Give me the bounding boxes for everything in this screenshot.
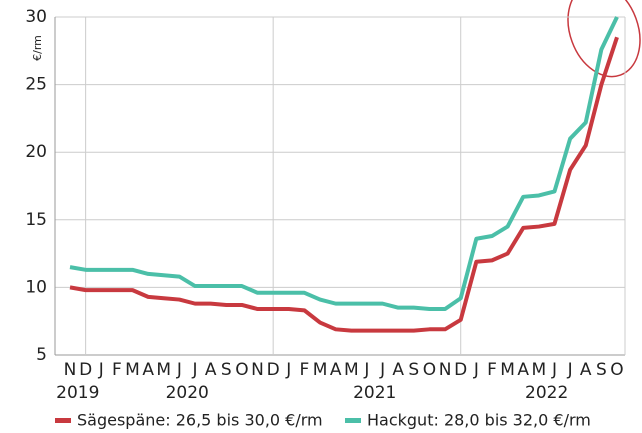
x-tick-label: D — [79, 360, 92, 380]
x-tick-label: A — [517, 360, 529, 380]
y-tick-label: 20 — [25, 142, 47, 162]
x-tick-label: M — [313, 360, 328, 380]
x-tick-label: N — [439, 360, 452, 380]
x-group-label: 2021 — [353, 383, 396, 403]
x-tick-label: M — [344, 360, 359, 380]
legend-swatch — [345, 418, 361, 423]
x-tick-label: O — [610, 360, 623, 380]
y-tick-label: 15 — [25, 210, 47, 230]
x-tick-label: A — [330, 360, 342, 380]
y-tick-label: 30 — [25, 7, 47, 27]
x-tick-label: F — [112, 360, 122, 380]
x-tick-label: N — [251, 360, 264, 380]
x-tick-label: J — [567, 360, 573, 380]
x-group-label: 2022 — [525, 383, 568, 403]
series-line — [69, 36, 619, 333]
x-tick-label: J — [285, 360, 291, 380]
x-group-label: 2019 — [56, 383, 99, 403]
x-tick-label: O — [235, 360, 248, 380]
x-tick-label: S — [596, 360, 607, 380]
x-tick-label: M — [532, 360, 547, 380]
x-group-label: 2020 — [166, 383, 209, 403]
y-tick-label: 10 — [25, 277, 47, 297]
legend-swatch — [55, 418, 71, 423]
annotation-circle — [567, 0, 641, 78]
x-tick-label: N — [64, 360, 77, 380]
y-tick-label: 25 — [25, 75, 47, 95]
x-tick-label: J — [192, 360, 198, 380]
legend-label: Hackgut: 28,0 bis 32,0 €/rm — [367, 411, 591, 430]
x-tick-label: A — [142, 360, 154, 380]
y-tick-label: 5 — [36, 345, 47, 365]
x-tick-label: J — [551, 360, 557, 380]
x-tick-label: D — [454, 360, 467, 380]
x-tick-label: J — [98, 360, 104, 380]
x-tick-label: D — [267, 360, 280, 380]
x-tick-label: J — [363, 360, 369, 380]
x-tick-label: A — [580, 360, 592, 380]
x-tick-label: J — [176, 360, 182, 380]
legend-label: Sägespäne: 26,5 bis 30,0 €/rm — [77, 411, 323, 430]
x-tick-label: M — [156, 360, 171, 380]
x-tick-label: F — [487, 360, 497, 380]
x-tick-label: A — [392, 360, 404, 380]
y-axis-label: €/rm — [31, 35, 44, 61]
x-tick-label: M — [125, 360, 140, 380]
x-tick-label: J — [379, 360, 385, 380]
series-line — [69, 16, 619, 312]
x-tick-label: A — [205, 360, 217, 380]
x-tick-label: F — [300, 360, 310, 380]
x-tick-label: S — [221, 360, 232, 380]
x-tick-label: J — [473, 360, 479, 380]
x-tick-label: S — [408, 360, 419, 380]
x-tick-label: O — [423, 360, 436, 380]
x-tick-label: M — [500, 360, 515, 380]
